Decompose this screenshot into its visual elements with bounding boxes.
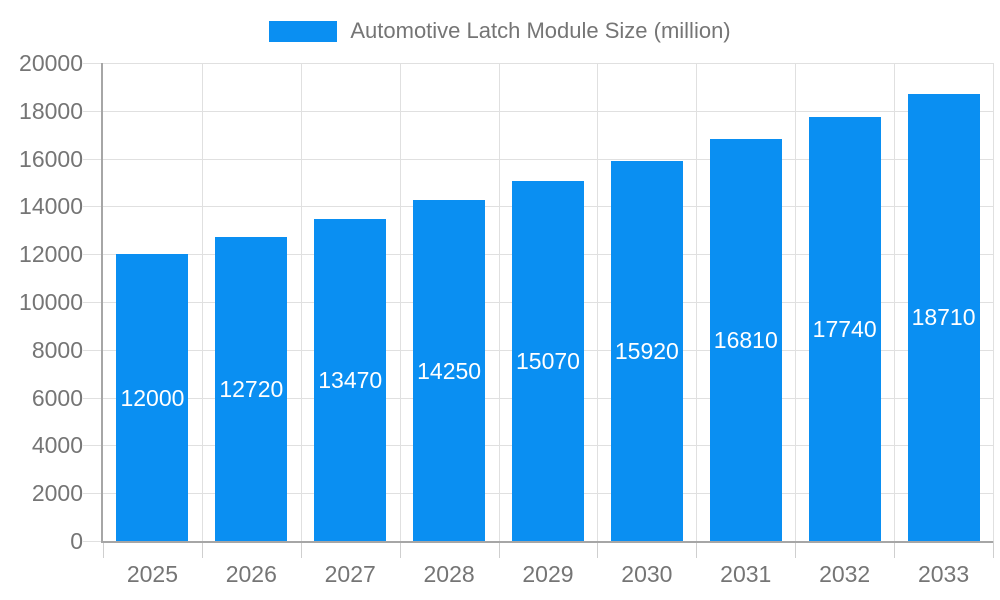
y-axis-label: 8000 xyxy=(31,336,83,363)
bar-value-label: 18710 xyxy=(911,304,976,331)
y-axis-label: 10000 xyxy=(19,289,83,315)
gridline-vertical xyxy=(894,63,896,541)
legend[interactable]: Automotive Latch Module Size (million) xyxy=(0,19,1000,43)
x-axis-label: 2025 xyxy=(126,561,179,587)
gridline-vertical xyxy=(300,63,302,541)
x-axis-tick xyxy=(498,541,500,558)
y-axis-label: 4000 xyxy=(31,432,83,459)
gridline-vertical xyxy=(993,63,994,541)
y-axis-tick xyxy=(83,349,103,351)
bar-2031[interactable] xyxy=(709,139,782,541)
bar-value-label: 13470 xyxy=(318,367,383,394)
y-axis-tick xyxy=(83,110,103,112)
y-axis-label: 18000 xyxy=(19,97,83,124)
gridline-horizontal xyxy=(103,110,993,112)
bar-2027[interactable] xyxy=(314,219,387,541)
bar-value-label: 12000 xyxy=(120,384,185,411)
x-axis-tick xyxy=(894,541,896,558)
y-axis-label: 2000 xyxy=(31,480,83,507)
x-axis-tick xyxy=(795,541,797,558)
y-axis-tick xyxy=(83,493,103,495)
y-axis-tick xyxy=(83,302,103,303)
y-axis-tick xyxy=(83,541,103,542)
x-axis-line xyxy=(101,541,993,543)
bar-2032[interactable] xyxy=(808,117,881,541)
gridline-horizontal xyxy=(103,158,993,160)
x-axis-tick xyxy=(993,541,994,558)
y-axis-tick xyxy=(83,254,103,256)
legend-label: Automotive Latch Module Size (million) xyxy=(350,18,731,43)
gridline-vertical xyxy=(696,63,698,541)
bar-2029[interactable] xyxy=(512,180,584,541)
bar-2033[interactable] xyxy=(907,93,980,541)
bar-2028[interactable] xyxy=(413,200,486,541)
y-axis-tick xyxy=(83,206,103,208)
x-axis-tick xyxy=(300,541,302,558)
gridline-vertical xyxy=(399,63,401,541)
gridline-vertical xyxy=(597,63,599,541)
y-axis-label: 16000 xyxy=(19,145,83,172)
gridline-vertical xyxy=(201,63,203,541)
gridline-vertical xyxy=(498,63,500,541)
x-axis-label: 2026 xyxy=(225,561,277,587)
gridline-vertical xyxy=(795,63,797,541)
gridline-horizontal xyxy=(103,63,993,64)
x-axis-tick xyxy=(597,541,599,558)
legend-swatch-icon xyxy=(269,20,338,42)
bar-value-label: 16810 xyxy=(713,327,778,354)
y-axis-label: 6000 xyxy=(31,384,83,411)
x-axis-label: 2027 xyxy=(324,561,376,587)
y-axis-label: 0 xyxy=(70,528,83,554)
x-axis-label: 2032 xyxy=(819,561,871,587)
y-axis-tick xyxy=(83,158,103,160)
bar-value-label: 17740 xyxy=(812,316,877,342)
x-axis-tick xyxy=(696,541,698,558)
y-axis-tick xyxy=(83,445,103,447)
y-axis-label: 14000 xyxy=(19,193,83,220)
bar-2026[interactable] xyxy=(215,236,288,541)
bar-value-label: 15070 xyxy=(516,347,580,374)
y-axis-tick xyxy=(83,397,103,399)
bar-value-label: 15920 xyxy=(614,337,679,364)
x-axis-tick xyxy=(399,541,401,558)
x-axis-tick xyxy=(103,541,104,558)
x-axis-tick xyxy=(201,541,203,558)
x-axis-label: 2029 xyxy=(522,561,574,587)
bar-2025[interactable] xyxy=(116,254,189,541)
bar-2030[interactable] xyxy=(610,160,683,541)
x-axis-label: 2031 xyxy=(720,561,772,587)
y-axis-label: 20000 xyxy=(19,50,83,76)
x-axis-label: 2030 xyxy=(621,561,673,587)
y-axis-label: 12000 xyxy=(19,241,83,268)
bar-value-label: 14250 xyxy=(417,357,482,384)
y-axis-tick xyxy=(83,63,103,64)
x-axis-label: 2033 xyxy=(917,561,970,587)
x-axis-label: 2028 xyxy=(423,561,475,587)
bar-value-label: 12720 xyxy=(219,375,284,402)
y-axis-line xyxy=(101,63,103,541)
